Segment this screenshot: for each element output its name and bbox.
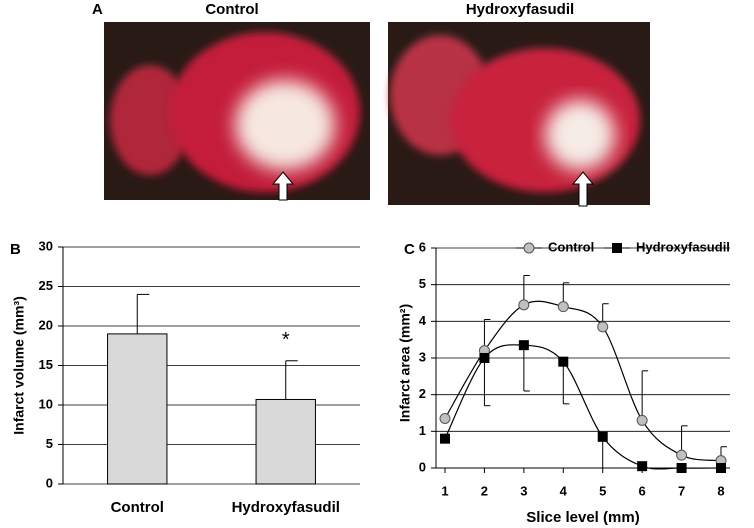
x-tick-label: 5 (599, 483, 606, 498)
x-tick-label: Hydroxyfasudil (232, 499, 340, 516)
marker (597, 321, 609, 333)
marker (518, 340, 529, 351)
y-tick-label: 10 (39, 396, 53, 411)
y-axis-title: Infarct area (mm²) (397, 304, 413, 422)
y-tick-label: 2 (419, 386, 426, 401)
photo-control (104, 22, 370, 201)
x-tick-label: 1 (441, 483, 448, 498)
y-tick-label: 6 (419, 239, 426, 254)
legend-label: Hydroxyfasudil (636, 239, 730, 254)
legend-label: Control (548, 239, 594, 254)
y-tick-label: 15 (39, 357, 53, 372)
marker (676, 463, 687, 473)
marker (636, 414, 648, 426)
marker (440, 433, 450, 444)
marker (597, 431, 608, 442)
y-tick-label: 30 (39, 238, 53, 253)
photo-title: Control (205, 1, 258, 18)
y-axis-title: Infarct volume (mm³) (11, 296, 27, 434)
legend-marker (612, 243, 622, 253)
panel-label: C (404, 241, 415, 258)
panel-label: B (10, 241, 21, 258)
photo-hydroxyfasudil (388, 22, 650, 207)
y-tick-label: 0 (419, 459, 426, 474)
x-tick-label: Control (111, 499, 164, 516)
y-tick-label: 1 (419, 423, 426, 438)
x-tick-label: 7 (678, 483, 685, 498)
panel-label: A (92, 1, 103, 18)
x-tick-label: 4 (560, 483, 568, 498)
x-axis-title: Slice level (mm) (526, 509, 639, 526)
photo-title: Hydroxyfasudil (466, 1, 574, 18)
y-tick-label: 0 (46, 475, 53, 490)
x-tick-label: 2 (481, 483, 488, 498)
y-tick-label: 5 (46, 436, 53, 451)
x-tick-label: 8 (717, 483, 724, 498)
bar (107, 333, 168, 485)
y-tick-label: 20 (39, 317, 53, 332)
marker (676, 449, 688, 461)
legend-marker (523, 242, 535, 254)
x-tick-label: 6 (639, 483, 646, 498)
marker (637, 461, 648, 472)
marker (518, 299, 530, 311)
series-line (444, 300, 722, 462)
y-tick-label: 3 (419, 349, 426, 364)
marker (716, 463, 726, 473)
marker (479, 353, 490, 363)
y-tick-label: 5 (419, 276, 426, 291)
marker (558, 356, 569, 367)
bar (255, 398, 316, 485)
y-tick-label: 4 (419, 313, 427, 328)
x-tick-label: 3 (520, 483, 527, 498)
marker (439, 413, 451, 424)
y-tick-label: 25 (39, 278, 53, 293)
marker (557, 301, 569, 313)
annotation: * (282, 329, 290, 351)
